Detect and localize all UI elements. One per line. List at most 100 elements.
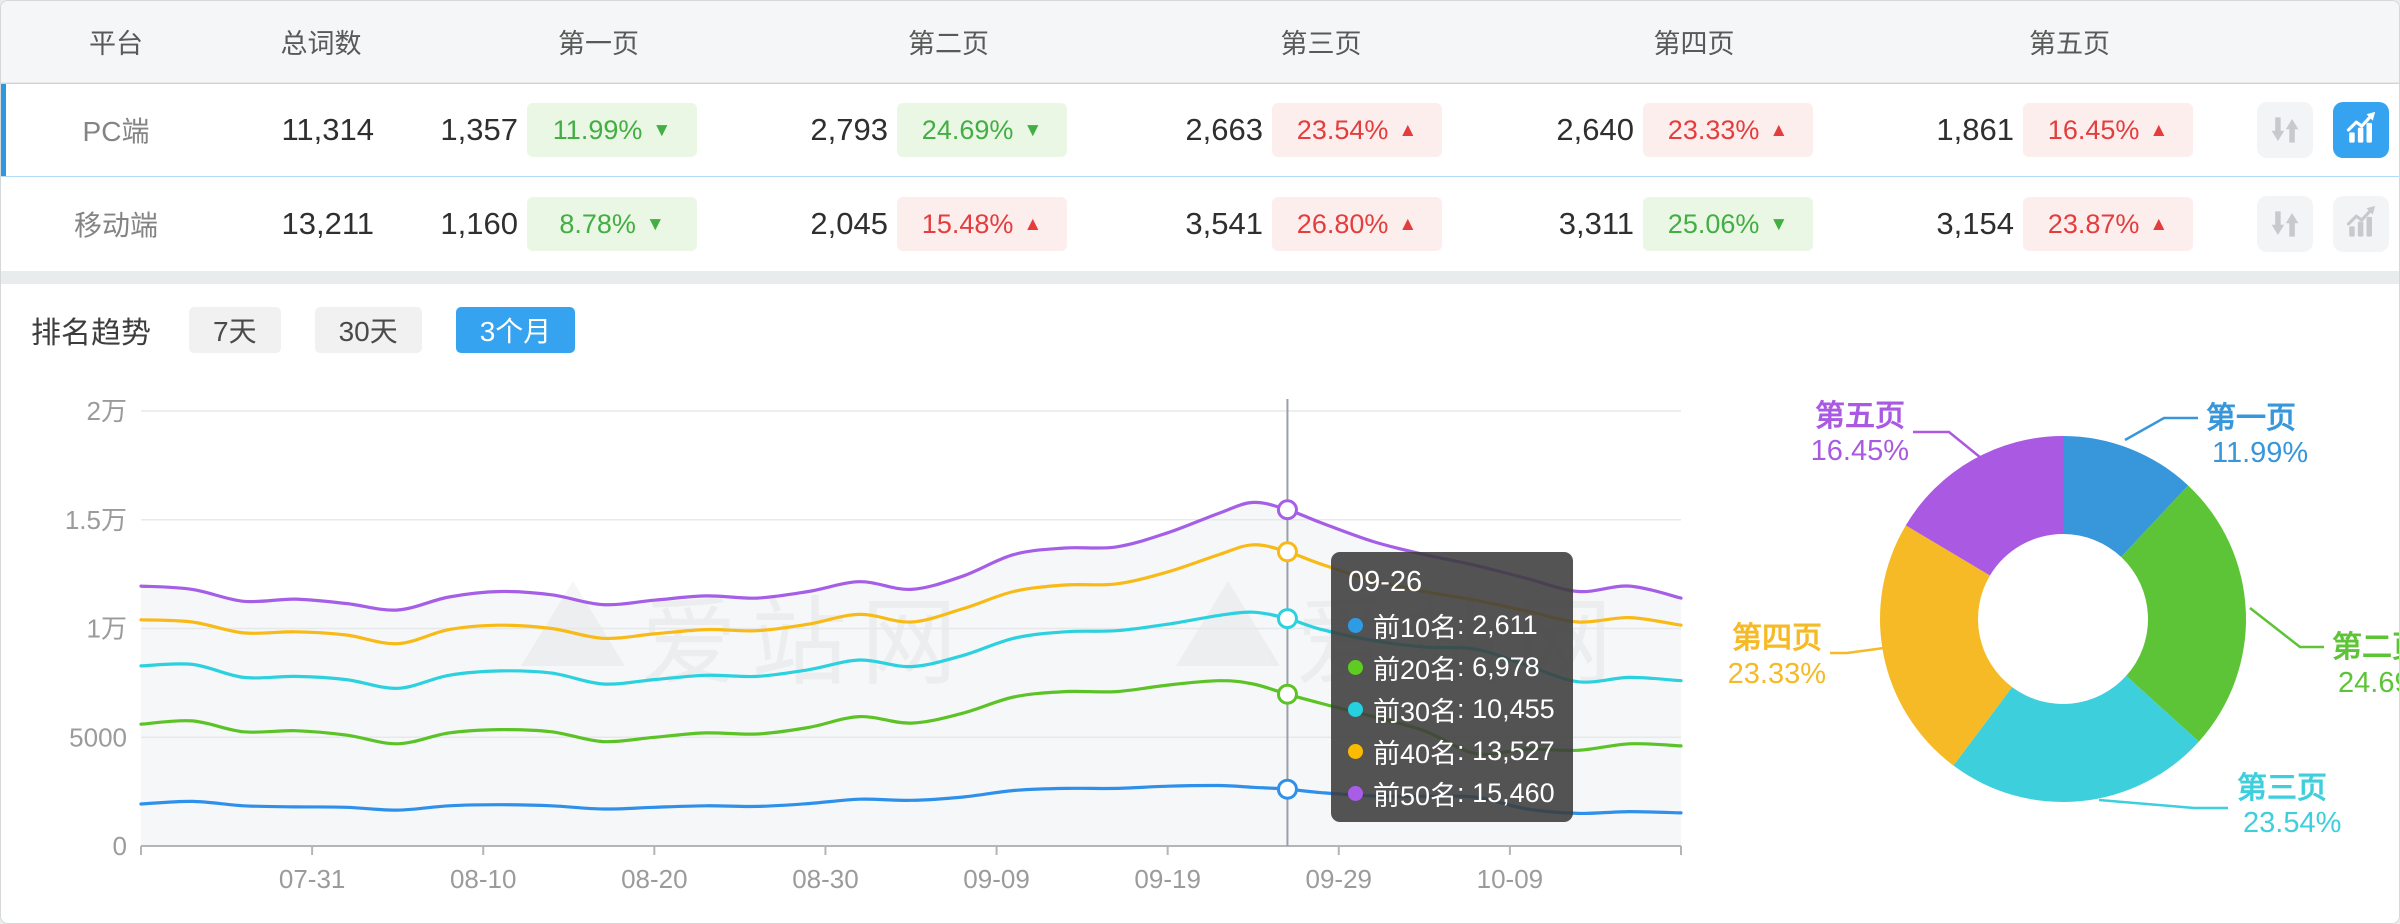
trend-arrow-icon: ▼ [652, 119, 672, 141]
tooltip-value: 13,527 [1472, 735, 1555, 766]
donut-leader-line [2249, 607, 2324, 649]
sort-button[interactable] [2257, 102, 2313, 158]
tooltip-value: 15,460 [1472, 777, 1555, 808]
donut-leader-line [2098, 798, 2228, 810]
change-badge: 23.33% ▲ [1643, 103, 1813, 157]
change-badge: 23.87% ▲ [2023, 197, 2193, 251]
keyword-count: 2,045 [810, 206, 888, 241]
series-dot-icon [1348, 701, 1363, 717]
page4-cell: 3,311 25.06% ▼ [1456, 197, 1827, 251]
donut-slice-第二页[interactable] [2121, 485, 2246, 742]
donut-label-第五页: 第五页 [1815, 399, 1905, 433]
trend-arrow-icon: ▲ [1769, 119, 1789, 141]
tooltip-row: 前20名: 6,978 [1348, 646, 1573, 688]
svg-text:1.5万: 1.5万 [65, 505, 127, 535]
table-row-mobile[interactable]: 移动端 13,211 1,160 8.78% ▼ 2,045 15.48% ▲ 3,… [1, 177, 2399, 271]
header-page-4: 第四页 [1653, 29, 1735, 59]
section-divider [1, 271, 2399, 284]
trend-arrow-icon: ▼ [1769, 213, 1789, 235]
total-words-value: 11,314 [281, 112, 374, 147]
chart-trend-icon [2346, 205, 2376, 237]
donut-slice-第四页[interactable] [1879, 525, 2013, 766]
donut-pct-第四页: 23.33% [1728, 658, 1826, 690]
table-header-row: 平台 总词数 第一页 第二页 第三页 第四页 第五页 [1, 1, 2399, 83]
tooltip-row: 前10名: 2,611 [1348, 604, 1573, 646]
trend-chart-button[interactable] [2333, 196, 2389, 252]
header-total-words: 总词数 [280, 29, 362, 59]
header-platform: 平台 [89, 29, 143, 59]
highlight-marker [1276, 778, 1298, 800]
change-badge: 23.54% ▲ [1272, 103, 1442, 157]
svg-text:09-09: 09-09 [963, 864, 1030, 894]
donut-leader-line [1830, 646, 1885, 655]
tooltip-value: 6,978 [1472, 651, 1540, 682]
charts-section: 爱站网爱站网050001万1.5万2万07-3108-1008-2008-300… [1, 376, 2400, 924]
donut-pct-第一页: 11.99% [2212, 437, 2308, 469]
change-badge: 11.99% ▼ [527, 103, 697, 157]
sort-button[interactable] [2257, 196, 2313, 252]
trend-arrow-icon: ▲ [1398, 119, 1418, 141]
trend-section-title: 排名趋势 [31, 317, 151, 350]
donut-slice-第五页[interactable] [1905, 436, 2063, 576]
page5-cell: 3,154 23.87% ▲ [1827, 197, 2207, 251]
keyword-count: 3,541 [1185, 206, 1263, 241]
keyword-count: 2,793 [810, 112, 888, 147]
chart-trend-icon [2346, 111, 2376, 143]
header-page-3: 第三页 [1280, 29, 1362, 59]
highlight-marker [1276, 541, 1298, 563]
tab-30days[interactable]: 30天 [314, 307, 422, 353]
chart-tooltip: 09-26 前10名: 2,611 前20名: 6,978 前30名: 10,4… [1331, 552, 1573, 822]
summary-table: 平台 总词数 第一页 第二页 第三页 第四页 第五页 PC端 11,314 1,… [1, 1, 2399, 271]
header-page-5: 第五页 [2029, 29, 2110, 59]
donut-label-第一页: 第一页 [2206, 401, 2296, 435]
series-dot-icon [1348, 617, 1363, 633]
svg-text:09-29: 09-29 [1306, 864, 1373, 894]
series-dot-icon [1348, 743, 1363, 759]
sort-arrows-icon [2271, 117, 2299, 143]
keyword-count: 3,311 [1558, 206, 1634, 241]
donut-label-第二页: 第二页 [2332, 630, 2400, 664]
highlight-marker [1276, 683, 1298, 705]
page3-cell: 2,663 23.54% ▲ [1081, 103, 1456, 157]
keyword-count: 1,861 [1936, 112, 2014, 147]
page4-cell: 2,640 23.33% ▲ [1456, 103, 1827, 157]
donut-label-第三页: 第三页 [2237, 771, 2327, 805]
svg-text:5000: 5000 [69, 722, 127, 752]
trend-toolbar: 排名趋势 7天 30天 3个月 [1, 284, 2399, 376]
page1-cell: 1,160 8.78% ▼ [381, 197, 711, 251]
svg-text:爱站网: 爱站网 [641, 590, 971, 697]
table-row-pc[interactable]: PC端 11,314 1,357 11.99% ▼ 2,793 24.69% ▼ 2… [1, 83, 2399, 177]
tooltip-value: 10,455 [1472, 693, 1555, 724]
donut-slice-第三页[interactable] [1953, 675, 2199, 802]
keyword-count: 2,640 [1556, 112, 1634, 147]
tab-7days[interactable]: 7天 [189, 307, 281, 353]
keyword-count: 3,154 [1936, 206, 2014, 241]
highlight-marker [1276, 499, 1298, 521]
charts-canvas[interactable]: 爱站网爱站网050001万1.5万2万07-3108-1008-2008-300… [1, 376, 2400, 924]
svg-text:0: 0 [113, 831, 127, 861]
trend-arrow-icon: ▲ [2149, 119, 2169, 141]
donut-pct-第五页: 16.45% [1811, 435, 1909, 467]
change-badge: 8.78% ▼ [527, 197, 697, 251]
change-badge: 24.69% ▼ [897, 103, 1067, 157]
donut-leader-line [2124, 416, 2198, 442]
trend-arrow-icon: ▲ [1023, 213, 1043, 235]
line-chart-area [141, 502, 1681, 846]
donut-leader-line [1913, 430, 1987, 463]
trend-arrow-icon: ▼ [1023, 119, 1043, 141]
total-words-value: 13,211 [281, 206, 374, 241]
tooltip-row: 前50名: 15,460 [1348, 772, 1573, 814]
donut-slice-第一页[interactable] [2063, 436, 2189, 558]
tooltip-label: 前20名 [1373, 654, 1458, 685]
tooltip-label: 前10名 [1373, 612, 1458, 643]
page2-cell: 2,793 24.69% ▼ [711, 103, 1081, 157]
keyword-count: 1,357 [440, 112, 518, 147]
trend-chart-button[interactable] [2333, 102, 2389, 158]
tab-3months[interactable]: 3个月 [455, 307, 576, 353]
sort-arrows-icon [2271, 211, 2299, 237]
svg-text:2万: 2万 [87, 396, 127, 426]
donut-label-第四页: 第四页 [1732, 621, 1822, 655]
trend-arrow-icon: ▲ [1398, 213, 1418, 235]
row-actions [2207, 196, 2399, 252]
tooltip-value: 2,611 [1472, 609, 1538, 640]
